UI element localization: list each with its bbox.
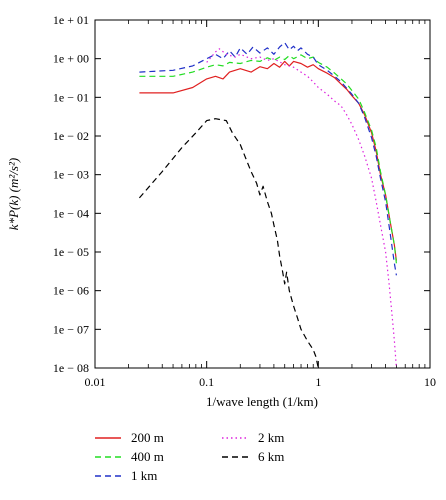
x-tick-label: 10 — [424, 375, 436, 389]
series-line-6km — [138, 118, 319, 368]
legend-label: 2 km — [258, 430, 284, 445]
y-tick-label: 1e − 02 — [53, 129, 89, 143]
legend: 200 m 400 m 1 km 2 km 6 km — [95, 430, 284, 483]
legend-label: 200 m — [131, 430, 164, 445]
y-tick-label: 1e − 06 — [53, 284, 89, 298]
y-tick-label: 1e + 01 — [53, 13, 89, 27]
legend-label: 1 km — [131, 468, 157, 483]
plot-frame — [94, 19, 431, 369]
series-line-400m — [139, 54, 397, 264]
series-lines — [138, 42, 397, 368]
x-axis-label: 1/wave length (1/km) — [206, 394, 318, 409]
y-tick-label: 1e − 05 — [53, 245, 89, 259]
series-line-200m — [139, 60, 397, 261]
y-tick-label: 1e − 03 — [53, 168, 89, 182]
y-tick-label: 1e − 04 — [53, 206, 89, 220]
legend-label: 6 km — [258, 449, 284, 464]
y-tick-label: 1e − 01 — [53, 90, 89, 104]
y-tick-label: 1e + 00 — [53, 52, 89, 66]
series-line-1km — [139, 42, 397, 276]
x-tick-labels: 0.01 0.1 1 10 — [85, 375, 437, 389]
plot-area — [138, 42, 397, 368]
y-tick-label: 1e − 08 — [53, 361, 89, 375]
y-axis-label: k*P(k) (m²/s²) — [6, 158, 21, 230]
x-tick-label: 0.01 — [85, 375, 106, 389]
legend-label: 400 m — [131, 449, 164, 464]
y-tick-labels: 1e + 01 1e + 00 1e − 01 1e − 02 1e − 03 1e − … — [53, 13, 89, 375]
x-tick-label: 0.1 — [199, 375, 214, 389]
x-tick-label: 1 — [315, 375, 321, 389]
y-tick-label: 1e − 07 — [53, 322, 89, 336]
axis-ticks — [94, 19, 431, 369]
series-line-2km — [206, 48, 397, 368]
